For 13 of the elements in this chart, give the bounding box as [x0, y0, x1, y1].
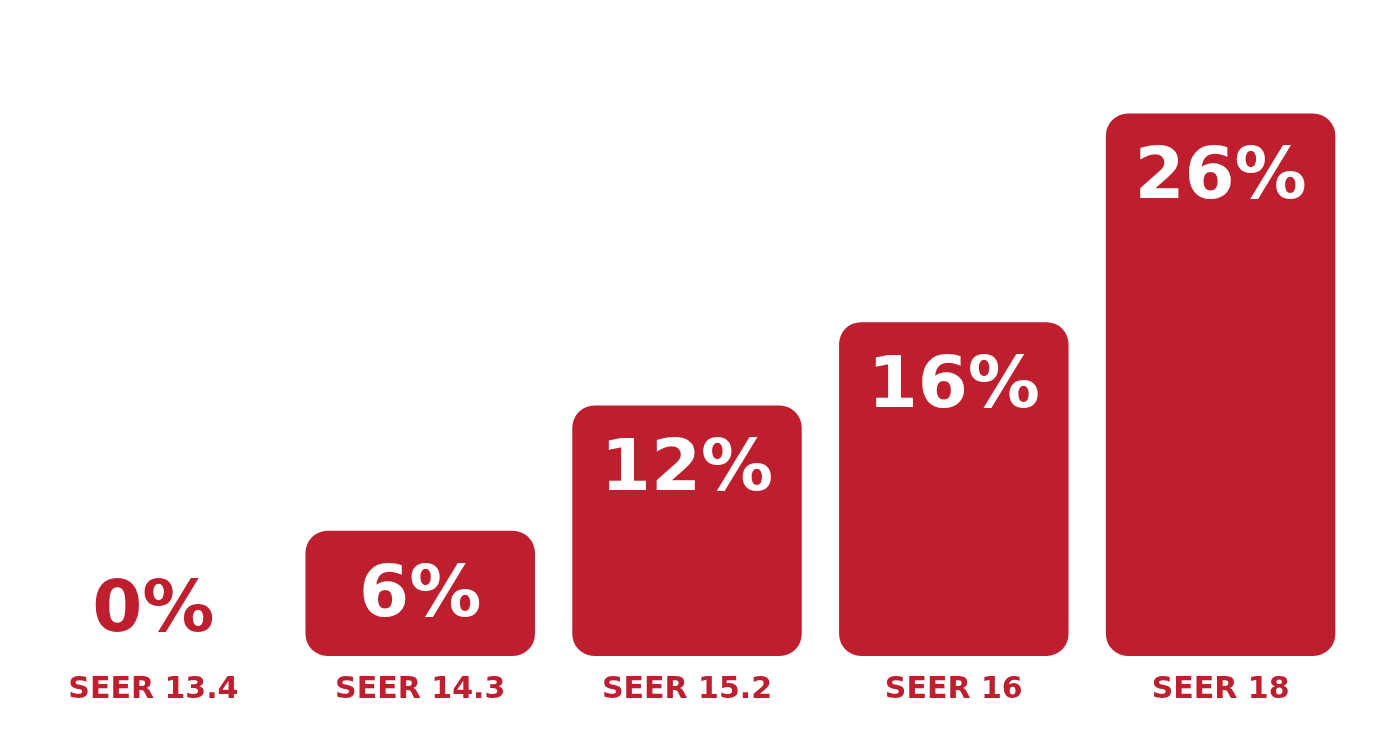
x-tick-label: SEER 13.4: [68, 669, 239, 705]
bar: [572, 405, 802, 656]
data-label: 26%: [1134, 131, 1307, 216]
bar: [839, 322, 1069, 656]
x-tick-label: SEER 14.3: [335, 669, 506, 705]
x-tick-label: SEER 15.2: [601, 669, 773, 705]
data-label: 12%: [600, 423, 774, 508]
bar: [1105, 113, 1336, 656]
data-label: 16%: [867, 339, 1040, 424]
data-label: 6%: [359, 548, 482, 633]
x-tick-label: SEER 16: [884, 669, 1023, 705]
x-tick-label: SEER 18: [1151, 669, 1290, 705]
data-label: 0%: [92, 563, 215, 648]
